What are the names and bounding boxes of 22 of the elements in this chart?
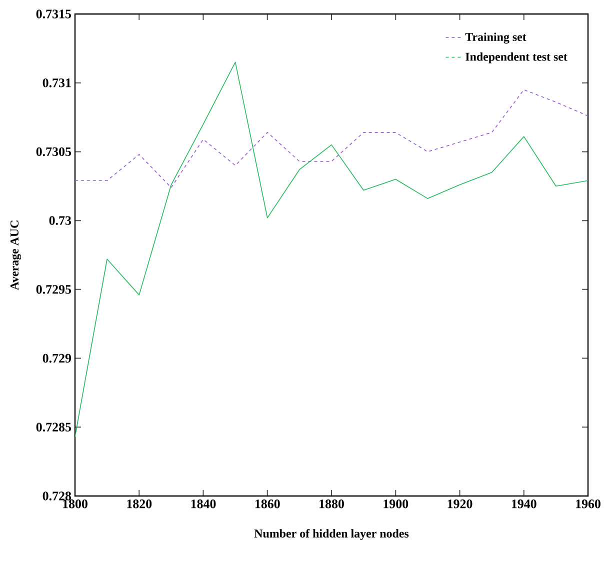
x-tick-label: 1960: [576, 500, 600, 508]
y-axis-title: Average AUC: [10, 220, 22, 290]
y-tick-label: 0.7315: [36, 10, 72, 18]
x-tick-label: 1880: [320, 500, 344, 508]
x-tick-label: 1820: [127, 500, 152, 508]
legend-label: Independent test set: [466, 52, 568, 64]
legend-label: Training set: [465, 32, 526, 44]
x-tick-label: 1900: [384, 500, 408, 508]
x-tick-label: 1860: [255, 500, 280, 508]
y-tick-label: 0.7285: [36, 422, 72, 432]
y-tick-label: 0.7295: [36, 285, 72, 294]
y-tick-label: 0.73: [49, 216, 72, 225]
y-tick-label: 0.728: [42, 492, 72, 500]
x-axis-title: Number of hidden layer nodes: [254, 529, 409, 540]
x-tick-label: 1800: [63, 500, 88, 508]
line-series: [75, 62, 588, 438]
x-tick-label: 1920: [448, 500, 472, 508]
x-tick-label: 1840: [191, 500, 216, 508]
y-tick-label: 0.7305: [36, 147, 72, 156]
y-tick-label: 0.729: [42, 354, 72, 363]
y-tick-label: 0.731: [42, 78, 71, 88]
x-tick-label: 1940: [512, 500, 536, 508]
